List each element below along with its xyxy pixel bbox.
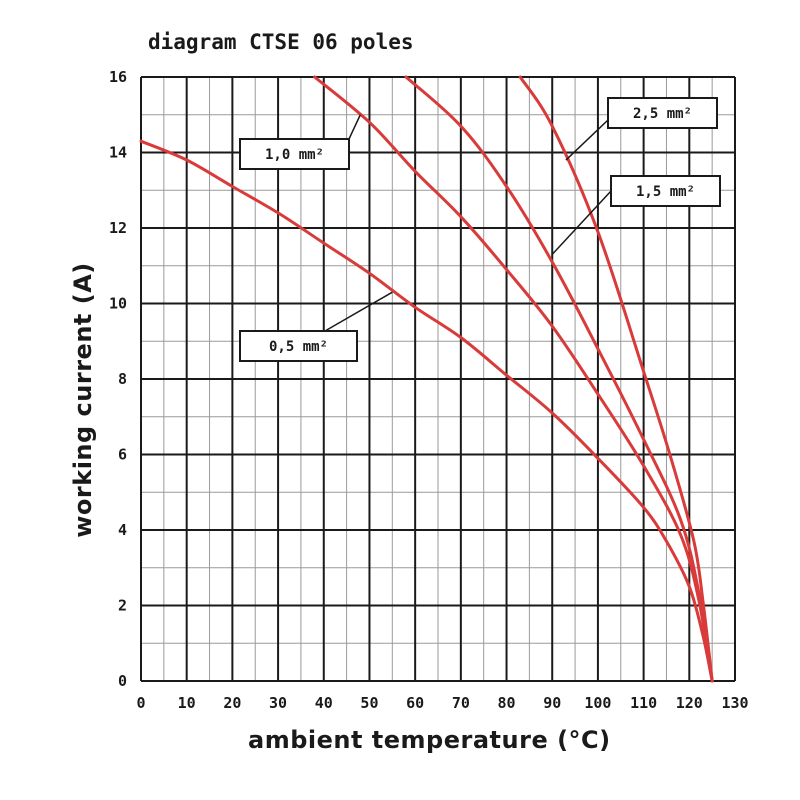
x-tick-label: 0 xyxy=(136,694,145,712)
x-tick-label: 70 xyxy=(452,694,470,712)
leader-line xyxy=(348,114,362,140)
x-tick-label: 20 xyxy=(223,694,241,712)
x-axis-label: ambient temperature (°C) xyxy=(248,726,611,754)
series-label: 2,5 mm² xyxy=(633,106,692,122)
x-tick-label: 110 xyxy=(630,694,657,712)
series-label: 0,5 mm² xyxy=(269,339,328,355)
series-labels: 0,5 mm² 1,0 mm² 1,5 mm² 2,5 mm² xyxy=(239,97,721,362)
series-line-1 xyxy=(139,139,714,683)
series-label-box xyxy=(610,175,721,207)
x-tick-label: 100 xyxy=(584,694,611,712)
series-lines xyxy=(139,75,714,683)
leader-line xyxy=(551,190,612,255)
series-line-3 xyxy=(404,75,714,683)
series-label: 1,5 mm² xyxy=(636,184,695,200)
series-line-2 xyxy=(313,75,714,683)
x-tick-labels: 0 10 20 30 40 50 60 70 80 90 100 110 120 130 xyxy=(136,694,748,712)
y-tick-label: 16 xyxy=(109,68,127,86)
y-tick-label: 8 xyxy=(118,370,127,388)
y-axis-label: working current (A) xyxy=(69,262,97,538)
x-tick-label: 90 xyxy=(543,694,561,712)
x-tick-label: 50 xyxy=(360,694,378,712)
leader-line xyxy=(565,119,609,161)
series-label-box xyxy=(239,330,358,362)
series-label: 1,0 mm² xyxy=(265,147,324,163)
y-tick-label: 0 xyxy=(118,672,127,690)
y-tick-label: 10 xyxy=(109,295,127,313)
chart-title: diagram CTSE 06 poles xyxy=(148,30,414,54)
series-line-4 xyxy=(518,75,714,683)
x-tick-label: 30 xyxy=(269,694,287,712)
x-tick-label: 120 xyxy=(676,694,703,712)
major-gridlines xyxy=(140,76,736,682)
leader-line xyxy=(324,291,393,332)
series-label-box xyxy=(239,138,350,170)
y-tick-label: 2 xyxy=(118,597,127,615)
series-label-box xyxy=(607,97,718,129)
y-tick-label: 14 xyxy=(109,144,127,162)
y-tick-labels: 0 2 4 6 8 10 12 14 16 xyxy=(109,68,127,690)
y-tick-label: 6 xyxy=(118,446,127,464)
x-tick-label: 130 xyxy=(721,694,748,712)
x-tick-label: 40 xyxy=(315,694,333,712)
x-tick-label: 60 xyxy=(406,694,424,712)
y-tick-label: 12 xyxy=(109,219,127,237)
x-tick-label: 80 xyxy=(498,694,516,712)
label-leader-lines xyxy=(324,114,612,332)
x-tick-label: 10 xyxy=(178,694,196,712)
y-tick-label: 4 xyxy=(118,521,127,539)
